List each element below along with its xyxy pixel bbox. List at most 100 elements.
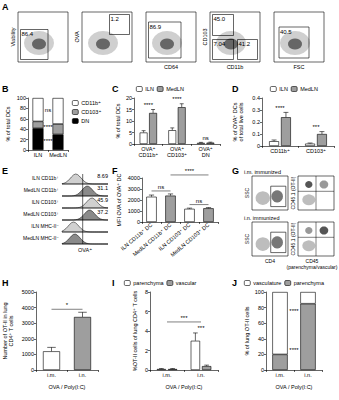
svg-text:1000: 1000 bbox=[22, 351, 34, 357]
svg-text:0: 0 bbox=[261, 367, 264, 373]
svg-text:OVA⁺: OVA⁺ bbox=[78, 247, 92, 253]
svg-text:FSC: FSC bbox=[294, 64, 305, 70]
svg-text:ns: ns bbox=[202, 135, 208, 141]
svg-text:i.n. immunized: i.n. immunized bbox=[244, 215, 279, 221]
svg-text:86.9: 86.9 bbox=[150, 24, 162, 30]
svg-text:of total live cells: of total live cells bbox=[238, 102, 244, 141]
svg-text:ILN CD11b⁺ DC: ILN CD11b⁺ DC bbox=[120, 222, 154, 252]
svg-text:CD103⁺: CD103⁺ bbox=[167, 152, 187, 158]
svg-text:8.69: 8.69 bbox=[97, 173, 108, 179]
svg-text:6: 6 bbox=[145, 309, 148, 315]
svg-text:20: 20 bbox=[20, 137, 26, 143]
svg-text:CD11b: CD11b bbox=[227, 64, 244, 70]
svg-text:ns: ns bbox=[158, 184, 164, 190]
svg-text:C: C bbox=[112, 84, 119, 94]
svg-text:CD4: CD4 bbox=[265, 258, 275, 264]
svg-text:2000: 2000 bbox=[22, 336, 34, 342]
svg-text:SSC: SSC bbox=[244, 187, 250, 198]
svg-text:CD11b⁺: CD11b⁺ bbox=[270, 148, 290, 154]
svg-text:4000: 4000 bbox=[22, 305, 34, 311]
svg-text:CD45.1 (OT-II): CD45.1 (OT-II) bbox=[290, 222, 296, 255]
svg-text:4000: 4000 bbox=[128, 175, 140, 181]
svg-text:3000: 3000 bbox=[128, 186, 140, 192]
svg-text:parenchyma: parenchyma bbox=[133, 280, 164, 286]
svg-text:100: 100 bbox=[255, 289, 264, 295]
svg-text:0.4: 0.4 bbox=[252, 95, 260, 101]
svg-text:H: H bbox=[2, 278, 9, 288]
svg-text:****: **** bbox=[172, 96, 182, 102]
svg-text:CD103: CD103 bbox=[202, 28, 208, 45]
svg-text:ILN: ILN bbox=[279, 86, 288, 92]
svg-text:CD45.1 (OT-II): CD45.1 (OT-II) bbox=[290, 176, 296, 209]
svg-text:60: 60 bbox=[20, 116, 26, 122]
svg-text:****: **** bbox=[43, 138, 53, 144]
svg-text:45.0: 45.0 bbox=[214, 16, 226, 22]
svg-text:OVA / Poly(I:C): OVA / Poly(I:C) bbox=[49, 384, 86, 390]
svg-text:7.04: 7.04 bbox=[214, 41, 226, 47]
svg-text:***: *** bbox=[197, 325, 205, 331]
svg-text:A: A bbox=[2, 2, 9, 12]
svg-text:CD11b⁺: CD11b⁺ bbox=[81, 100, 101, 106]
svg-text:OVA: OVA bbox=[74, 31, 80, 43]
svg-text:5000: 5000 bbox=[22, 289, 34, 295]
svg-text:ns: ns bbox=[45, 107, 51, 113]
svg-text:MedLN CD103⁺ DC: MedLN CD103⁺ DC bbox=[169, 222, 210, 258]
svg-text:MedLN: MedLN bbox=[166, 86, 184, 92]
svg-text:0.1: 0.1 bbox=[252, 131, 260, 137]
svg-text:***: *** bbox=[312, 124, 320, 130]
svg-text:***: *** bbox=[180, 315, 188, 321]
svg-text:% of total DCs: % of total DCs bbox=[115, 103, 121, 138]
svg-text:20: 20 bbox=[126, 95, 132, 101]
svg-text:B: B bbox=[2, 84, 9, 94]
svg-text:(parenchyma/vascular): (parenchyma/vascular) bbox=[287, 264, 338, 270]
svg-text:OVA / Poly(I:C): OVA / Poly(I:C) bbox=[166, 384, 203, 390]
svg-text:41.2: 41.2 bbox=[239, 41, 251, 47]
svg-text:2000: 2000 bbox=[128, 197, 140, 203]
svg-text:ILN CD11b⁺: ILN CD11b⁺ bbox=[32, 175, 59, 181]
svg-text:CD103⁺: CD103⁺ bbox=[81, 109, 101, 115]
svg-text:ILN: ILN bbox=[34, 152, 43, 158]
svg-text:i.n.: i.n. bbox=[79, 372, 87, 378]
svg-text:% of lung OT-II cells: % of lung OT-II cells bbox=[244, 306, 250, 355]
svg-text:CD11b⁺: CD11b⁺ bbox=[139, 152, 159, 158]
svg-text:0: 0 bbox=[137, 219, 140, 225]
svg-text:MedLN CD11b⁺: MedLN CD11b⁺ bbox=[24, 187, 60, 193]
svg-text:0.3: 0.3 bbox=[252, 107, 260, 113]
svg-text:60: 60 bbox=[258, 320, 264, 326]
svg-text:MedLN CD103⁺: MedLN CD103⁺ bbox=[23, 211, 59, 217]
svg-text:****: **** bbox=[43, 124, 53, 130]
svg-text:MedLN MHC-II⁻: MedLN MHC-II⁻ bbox=[23, 235, 59, 241]
svg-text:31.1: 31.1 bbox=[97, 185, 108, 191]
svg-text:15: 15 bbox=[126, 107, 132, 113]
svg-text:*: * bbox=[66, 302, 69, 308]
svg-text:DN: DN bbox=[81, 118, 89, 124]
svg-text:CD4⁺ T cells: CD4⁺ T cells bbox=[8, 315, 14, 346]
svg-text:ILN MHC-II⁻: ILN MHC-II⁻ bbox=[31, 223, 59, 229]
svg-text:E: E bbox=[2, 166, 8, 176]
svg-text:ILN CD103⁺: ILN CD103⁺ bbox=[32, 199, 60, 205]
svg-text:40: 40 bbox=[20, 126, 26, 132]
svg-text:parenchyma: parenchyma bbox=[294, 280, 325, 286]
svg-text:****: **** bbox=[185, 168, 195, 174]
svg-text:86.4: 86.4 bbox=[22, 31, 34, 37]
svg-text:i.n.: i.n. bbox=[197, 372, 205, 378]
svg-text:45.9: 45.9 bbox=[97, 197, 108, 203]
svg-text:Viability: Viability bbox=[10, 27, 16, 46]
svg-text:MedLN: MedLN bbox=[49, 152, 67, 158]
svg-text:CD64: CD64 bbox=[164, 64, 178, 70]
svg-text:1000: 1000 bbox=[128, 208, 140, 214]
svg-text:F: F bbox=[112, 166, 118, 176]
svg-text:i.m.: i.m. bbox=[276, 372, 285, 378]
svg-text:% of total DCs: % of total DCs bbox=[5, 106, 11, 141]
svg-text:0: 0 bbox=[31, 367, 34, 373]
svg-text:0: 0 bbox=[23, 147, 26, 153]
svg-text:8: 8 bbox=[145, 289, 148, 295]
svg-text:ILN CD103⁺ DC: ILN CD103⁺ DC bbox=[157, 222, 191, 252]
svg-text:DN: DN bbox=[202, 152, 210, 158]
svg-text:0: 0 bbox=[145, 367, 148, 373]
svg-text:40.5: 40.5 bbox=[280, 29, 292, 35]
svg-text:****: **** bbox=[275, 105, 285, 111]
svg-text:J: J bbox=[232, 278, 237, 288]
svg-text:0: 0 bbox=[257, 143, 260, 149]
svg-text:vascular: vascular bbox=[176, 280, 197, 286]
